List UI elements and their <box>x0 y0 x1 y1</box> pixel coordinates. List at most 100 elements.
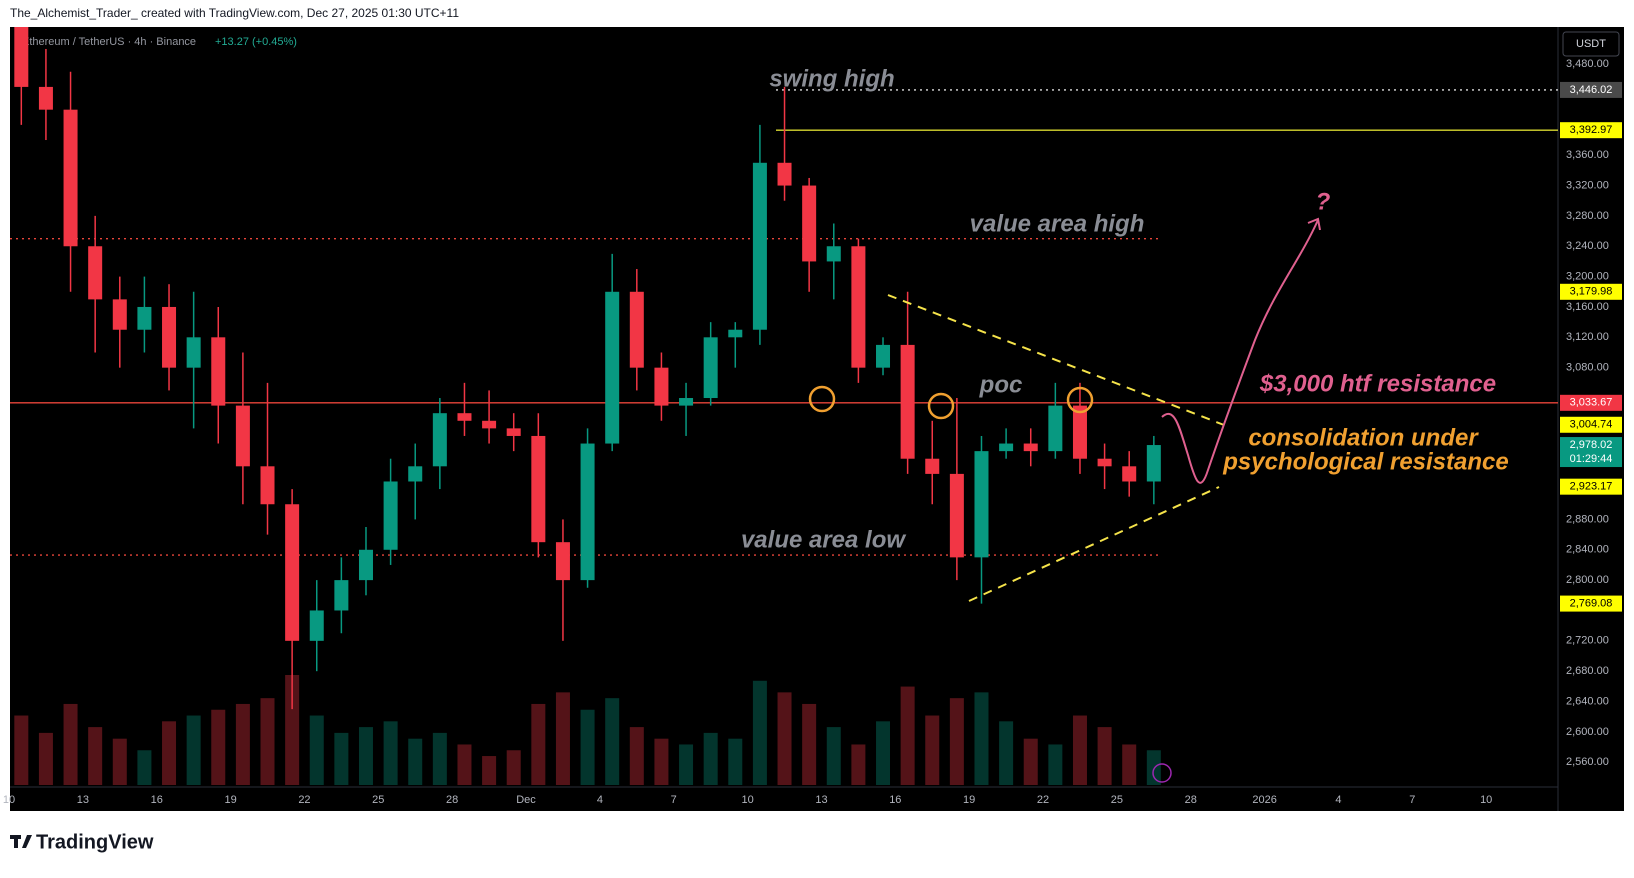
candle-body <box>211 337 226 406</box>
candle-body <box>925 458 940 474</box>
volume-bar <box>1072 715 1087 785</box>
volume-bar <box>925 715 940 785</box>
y-tick-label: 3,200.00 <box>1566 271 1609 283</box>
candle-body <box>629 291 644 368</box>
currency[interactable]: USDT <box>1576 38 1606 50</box>
x-tick-label: 7 <box>671 794 677 806</box>
x-tick-label: 10 <box>1480 794 1492 806</box>
volume-bar <box>703 732 718 785</box>
volume-bar <box>432 732 447 785</box>
annotation: value area high <box>970 210 1145 237</box>
candle-body <box>186 337 201 368</box>
volume-bar <box>851 744 866 785</box>
triangle-lower <box>968 486 1220 602</box>
annotation: $3,000 htf resistance <box>1259 370 1496 397</box>
x-tick-label: 4 <box>597 794 603 806</box>
price-label: 3,446.02 <box>1570 84 1613 96</box>
candle-body <box>826 246 841 262</box>
arrow-head <box>1307 217 1321 231</box>
candle-body <box>728 329 743 338</box>
candle-body <box>1097 458 1112 467</box>
volume-bar <box>900 686 915 785</box>
volume-bar <box>531 703 546 785</box>
candle-body <box>605 291 620 444</box>
candle-body <box>260 466 275 505</box>
volume-bar <box>235 703 250 785</box>
candle-body <box>14 27 29 87</box>
annotation: value area low <box>741 526 906 553</box>
annotation: poc <box>979 371 1023 398</box>
x-tick-label: 16 <box>889 794 901 806</box>
candle-body <box>1122 466 1137 482</box>
candle-body <box>777 162 792 186</box>
alert-icon[interactable] <box>1152 763 1172 783</box>
logo-icon <box>10 835 32 848</box>
volume-bar <box>211 709 226 785</box>
volume-bar <box>679 744 694 785</box>
candle-body <box>309 610 324 641</box>
price-label: 2,769.08 <box>1570 597 1613 609</box>
volume-bar <box>802 703 817 785</box>
annotation: swing high <box>769 65 894 92</box>
volume-bar <box>358 727 373 785</box>
y-tick-label: 3,080.00 <box>1566 362 1609 374</box>
x-tick-label: 7 <box>1409 794 1415 806</box>
price-label: 3,179.98 <box>1570 286 1613 298</box>
y-tick-label: 2,640.00 <box>1566 695 1609 707</box>
x-tick-label: 22 <box>298 794 310 806</box>
candle-body <box>285 504 300 641</box>
projection-path <box>1161 219 1319 484</box>
volume-bar <box>408 738 423 785</box>
price-label: 3,033.67 <box>1570 397 1613 409</box>
candle-body <box>88 246 103 300</box>
annotation: ? <box>1316 188 1331 215</box>
x-tick-label: 28 <box>1185 794 1197 806</box>
volume-bar <box>112 738 127 785</box>
y-tick-label: 3,320.00 <box>1566 179 1609 191</box>
candle-body <box>802 185 817 262</box>
volume-bar <box>876 721 891 785</box>
volume-bar <box>334 732 349 785</box>
y-tick-label: 3,360.00 <box>1566 149 1609 161</box>
price-label: 2,923.17 <box>1570 481 1613 493</box>
volume-bar <box>1097 727 1112 785</box>
volume-bar <box>38 732 53 785</box>
volume-bar <box>580 709 595 785</box>
candle-body <box>235 405 250 467</box>
volume-bar <box>260 698 275 785</box>
header: The_Alchemist_Trader_ created with Tradi… <box>10 6 459 20</box>
volume-bar <box>1146 750 1161 785</box>
candle-body <box>531 435 546 543</box>
candle-body <box>679 398 694 406</box>
candle-body <box>408 466 423 482</box>
candle-body <box>112 299 127 330</box>
candle-body <box>457 413 472 421</box>
x-tick-label: 13 <box>815 794 827 806</box>
currency-box[interactable] <box>1562 31 1620 57</box>
drawings <box>808 217 1321 783</box>
volume-bar <box>826 727 841 785</box>
price-label: 2,978.02 <box>1570 439 1613 451</box>
triangle-upper <box>887 294 1225 426</box>
volume-bar <box>629 727 644 785</box>
x-tick-label: 10 <box>3 794 15 806</box>
volume-bar <box>1023 738 1038 785</box>
candle-body <box>482 420 497 429</box>
volume-bar <box>162 721 177 785</box>
candle-body <box>851 246 866 368</box>
volume-bar <box>605 698 620 785</box>
price-label-box <box>1560 416 1622 433</box>
candle-body <box>162 306 177 368</box>
y-tick-label: 2,800.00 <box>1566 574 1609 586</box>
x-tick-label: 22 <box>1037 794 1049 806</box>
y-tick-label: 2,560.00 <box>1566 756 1609 768</box>
price-label-box <box>1560 122 1622 139</box>
candle-body <box>580 443 595 581</box>
countdown: 01:29:44 <box>1570 453 1613 465</box>
candle-body <box>876 344 891 368</box>
volume-bar <box>383 721 398 785</box>
x-tick-label: 4 <box>1335 794 1341 806</box>
price-label-box <box>1560 478 1622 495</box>
